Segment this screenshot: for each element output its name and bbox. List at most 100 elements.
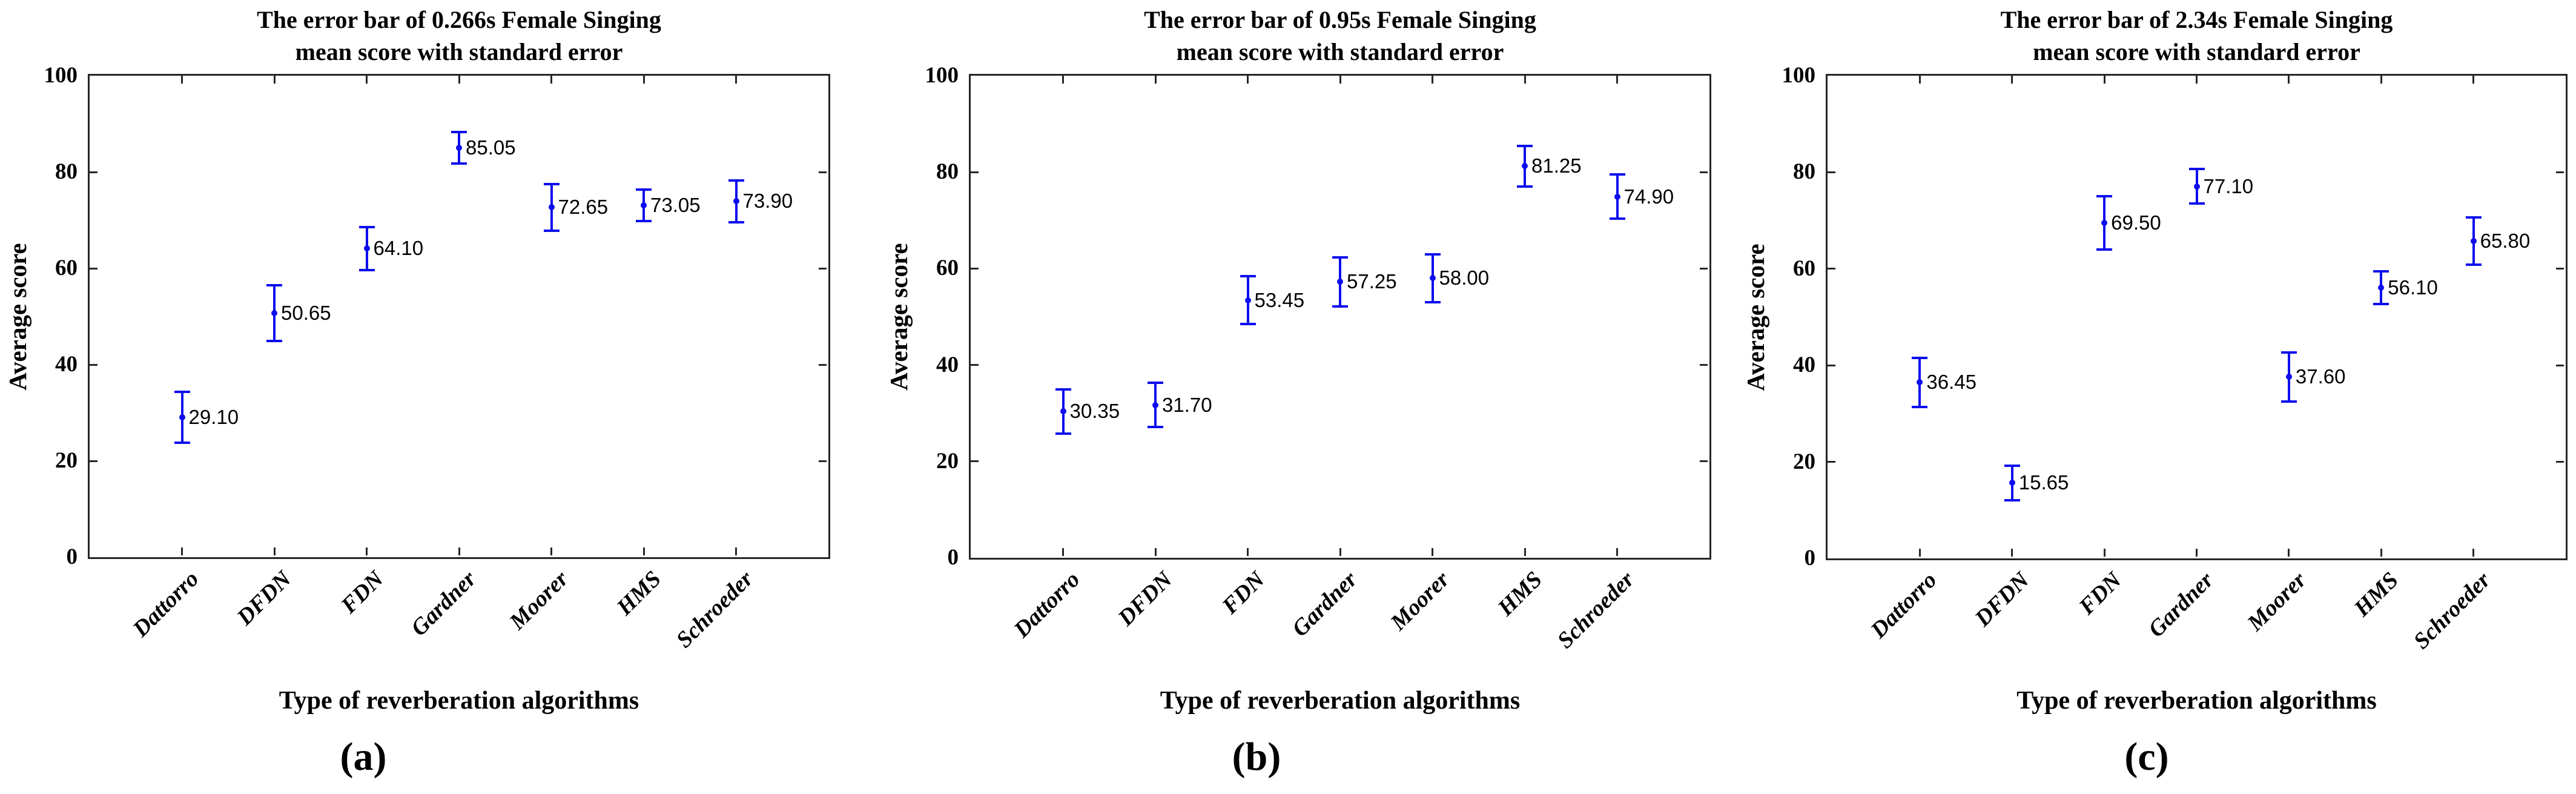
x-tick-top [1918,76,1921,84]
y-tick-left [1828,171,1835,173]
chart-title-line1: The error bar of 2.34s Female Singing [2000,6,2393,33]
x-tick-top [1339,76,1341,84]
mean-marker-dattorro [1060,408,1066,415]
value-label-dfdn: 50.65 [281,302,331,325]
x-tick-bottom [1918,549,1921,557]
errorbar-cap-top-schroeder [2465,216,2482,219]
y-tick-left [971,267,979,270]
category-label-dfdn: DFDN [1970,567,2035,632]
y-tick-right [1700,460,1708,463]
value-label-dattorro: 29.10 [188,405,239,428]
y-tick-left [1828,461,1835,463]
errorbar-cap-bottom-dattorro [174,441,190,444]
chart-title-line2: mean score with standard error [295,38,623,65]
x-axis-label: Type of reverberation algorithms [279,687,639,715]
x-tick-top [2196,76,2198,84]
errorbar-cap-bottom-dattorro [1055,432,1071,435]
y-tick-right [1700,171,1708,173]
x-tick-bottom [1247,548,1249,556]
category-label-hms: HMS [2349,567,2403,622]
errorbar-cap-bottom-dfdn [1148,426,1163,429]
x-tick-top [735,76,737,84]
plot-area [969,74,1711,560]
y-tick-left [971,460,979,463]
x-tick-top [2472,76,2475,84]
x-tick-bottom [2472,549,2475,557]
y-tick-right [1700,364,1708,366]
chart-title: The error bar of 2.34s Female Singing me… [1803,4,2576,68]
mean-marker-gardner [456,144,462,151]
x-axis-label: Type of reverberation algorithms [1160,687,1521,715]
y-tick-label: 20 [55,448,78,473]
x-tick-top [2288,76,2290,84]
value-label-schroeder: 73.90 [742,190,793,213]
y-tick-label: 60 [1793,256,1815,281]
y-tick-label: 40 [1793,352,1815,378]
mean-marker-schroeder [1614,193,1620,200]
errorbar-cap-top-dfdn [2004,464,2020,467]
x-tick-top [1062,76,1064,84]
subfigure-label: (a) [340,735,387,779]
x-tick-top [366,76,368,84]
errorbar-cap-bottom-moorer [1424,301,1441,304]
y-tick-right [2556,364,2564,366]
errorbar-cap-bottom-hms [2373,302,2389,305]
y-tick-label: 40 [55,352,78,377]
x-tick-bottom [2380,549,2382,557]
x-tick-top [1247,76,1249,84]
y-tick-label: 0 [1804,546,1816,571]
errorbar-cap-top-dfdn [1148,382,1163,385]
mean-marker-dfdn [1152,402,1158,408]
y-tick-left [1828,268,1835,270]
mean-marker-dattorro [179,414,185,420]
errorbar-cap-top-dattorro [1912,356,1928,359]
mean-marker-fdn [1244,297,1251,303]
subfigure-label: (c) [2124,735,2169,779]
x-tick-top [273,76,276,84]
category-label-dattorro: Dattorro [1866,567,1942,643]
y-tick-label: 100 [925,63,959,88]
value-label-hms: 81.25 [1531,154,1582,177]
y-tick-right [819,460,827,462]
errorbar-cap-top-hms [636,188,652,191]
category-label-schroeder: Schroeder [2408,567,2496,654]
errorbar-cap-bottom-schroeder [2465,263,2482,266]
chart-title-line2: mean score with standard error [2033,38,2360,65]
mean-marker-dattorro [1917,379,1923,386]
errorbar-cap-top-hms [1517,144,1533,147]
y-tick-label: 80 [1793,159,1815,185]
x-tick-top [550,76,552,84]
y-tick-label: 20 [1793,449,1815,474]
x-tick-top [458,76,460,84]
mean-marker-dfdn [2009,480,2015,486]
mean-marker-gardner [1337,279,1343,285]
chart-title: The error bar of 0.266s Female Singing m… [65,4,853,68]
mean-marker-moorer [1429,275,1436,282]
y-tick-label: 0 [66,544,78,569]
x-tick-bottom [735,548,737,555]
errorbar-cap-top-schroeder [1609,173,1625,176]
x-tick-top [1432,76,1433,84]
chart-title-line1: The error bar of 0.95s Female Singing [1144,6,1536,33]
mean-marker-hms [1522,163,1528,170]
value-label-fdn: 69.50 [2111,211,2161,234]
mean-marker-hms [641,202,647,209]
errorbar-cap-top-dattorro [1055,388,1071,391]
errorbar-cap-top-dfdn [266,284,282,287]
y-tick-left [971,364,979,366]
y-tick-right [819,363,827,366]
value-label-dattorro: 36.45 [1926,371,1977,394]
y-tick-label: 60 [936,256,959,281]
errorbar-cap-top-gardner [1332,256,1348,259]
value-label-hms: 56.10 [2388,276,2438,299]
value-label-schroeder: 74.90 [1623,185,1674,208]
x-tick-bottom [1616,548,1618,556]
errorbar-cap-bottom-dattorro [1912,406,1928,409]
subfigure-label: (b) [1232,735,1281,779]
chart-title-line1: The error bar of 0.266s Female Singing [257,6,661,33]
errorbar-cap-bottom-gardner [2188,202,2205,205]
x-tick-bottom [2288,549,2290,557]
value-label-gardner: 77.10 [2203,174,2254,197]
x-tick-top [1616,76,1618,84]
